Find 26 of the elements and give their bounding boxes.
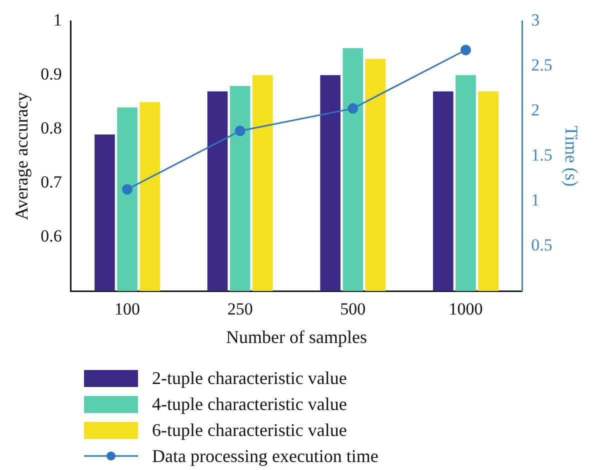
y-axis-title: Average accuracy bbox=[12, 92, 32, 220]
point bbox=[234, 126, 246, 136]
y-tick-label: 0.8 bbox=[40, 118, 62, 138]
y-tick-label: 0.9 bbox=[40, 64, 62, 84]
y2-tick-label: 1 bbox=[531, 190, 540, 210]
x-tick-label: 250 bbox=[227, 300, 253, 319]
x-axis-title: Number of samples bbox=[226, 326, 367, 347]
legend-label: 2-tuple characteristic value bbox=[152, 368, 347, 388]
point bbox=[122, 184, 133, 195]
y2-tick-label: 2.5 bbox=[531, 56, 552, 75]
y-tick-label: 0.7 bbox=[40, 172, 62, 192]
x-tick-label: 1000 bbox=[448, 300, 483, 319]
legend-label: 4-tuple characteristic value bbox=[152, 394, 347, 414]
y2-tick-label: 1.5 bbox=[531, 146, 552, 165]
y2-tick-label: 2 bbox=[531, 100, 540, 120]
y2-axis-title: Time (s) bbox=[561, 126, 582, 187]
point bbox=[460, 44, 471, 56]
legend-label: Data processing execution time bbox=[152, 446, 378, 466]
legend-label: 6-tuple characteristic value bbox=[152, 420, 347, 440]
x-tick-label: 100 bbox=[114, 300, 140, 319]
y-tick-label: 0.6 bbox=[40, 226, 62, 246]
y2-tick-label: 0.5 bbox=[531, 236, 552, 254]
x-tick-label: 500 bbox=[340, 300, 366, 319]
point bbox=[348, 103, 358, 114]
y-tick-label: 1 bbox=[53, 10, 62, 30]
y2-tick-label: 3 bbox=[531, 10, 540, 30]
